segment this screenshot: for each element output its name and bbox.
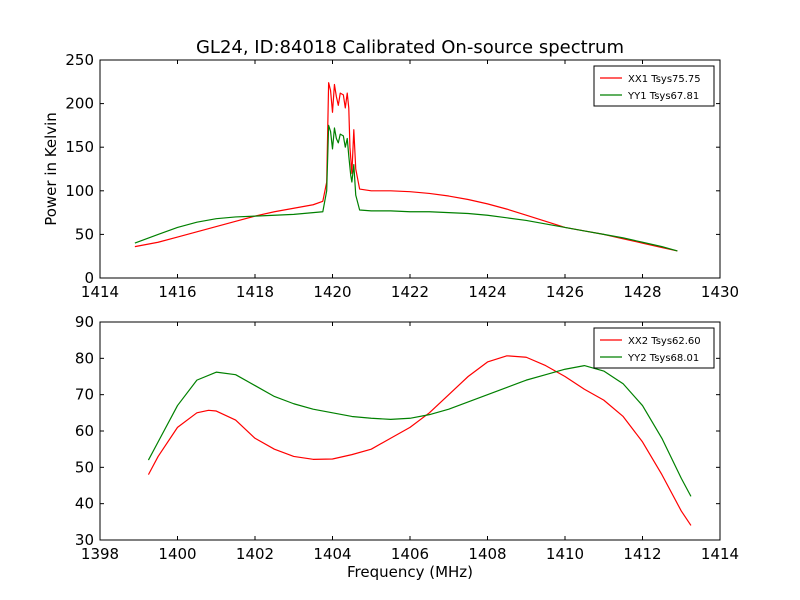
- y-tick-label: 80: [75, 349, 94, 367]
- legend-box: [593, 65, 715, 107]
- y-axis-label: Power in Kelvin: [42, 112, 60, 226]
- chart-2: 1398 1400 1402 1404 1406 1408 1410 1412 1414 30 40…: [75, 313, 739, 581]
- x-tick-label: 1418: [236, 283, 274, 301]
- x-tick-label: 1414: [81, 283, 119, 301]
- chart-1: 1414 1416 1418 1420 1422 1424 1426 1428 1430 0 50 1…: [42, 37, 739, 301]
- y-tick-label: 70: [75, 386, 94, 404]
- y-tick-label: 90: [75, 313, 94, 331]
- series-line-1: [134, 82, 678, 252]
- legend-label: YY2 Tsys68.01: [627, 353, 699, 364]
- series-line-1: [147, 355, 692, 526]
- x-tick-label: 1428: [623, 283, 661, 301]
- x-tick-label: 1422: [391, 283, 429, 301]
- y-tick-label: 250: [65, 51, 94, 69]
- series-line-2: [134, 124, 678, 252]
- legend-label: YY1 Tsys67.81: [627, 91, 699, 102]
- y-tick-label: 60: [75, 422, 94, 440]
- y-tick-label: 200: [65, 95, 94, 113]
- x-tick-label: 1406: [391, 545, 429, 563]
- x-tick-label: 1416: [158, 283, 196, 301]
- y-tick-label: 30: [75, 531, 94, 549]
- y-tick-label: 0: [84, 269, 94, 287]
- series-line-2: [147, 365, 692, 497]
- x-tick-label: 1398: [81, 545, 119, 563]
- legend-label: XX2 Tsys62.60: [628, 336, 701, 347]
- x-tick-label: 1402: [236, 545, 274, 563]
- x-tick-label: 1426: [546, 283, 584, 301]
- x-tick-label: 1430: [701, 283, 739, 301]
- x-tick-label: 1414: [701, 545, 739, 563]
- y-tick-label: 50: [75, 225, 94, 243]
- x-axis-label: Frequency (MHz): [347, 563, 473, 581]
- x-tick-label: 1400: [158, 545, 196, 563]
- legend: XX1 Tsys75.75 YY1 Tsys67.81: [593, 65, 715, 107]
- chart-title: GL24, ID:84018 Calibrated On-source spec…: [196, 37, 624, 58]
- x-tick-label: 1424: [468, 283, 506, 301]
- x-tick-label: 1412: [623, 545, 661, 563]
- x-tick-label: 1420: [313, 283, 351, 301]
- x-tick-label: 1404: [313, 545, 351, 563]
- charts-group: 1414 1416 1418 1420 1422 1424 1426 1428 14300501…: [42, 37, 739, 581]
- x-tick-label: 1408: [468, 545, 506, 563]
- y-tick-label: 150: [65, 138, 94, 156]
- legend-label: XX1 Tsys75.75: [628, 74, 701, 85]
- y-tick-label: 50: [75, 458, 94, 476]
- y-tick-label: 100: [65, 182, 94, 200]
- legend: XX2 Tsys62.60 YY2 Tsys68.01: [593, 327, 715, 369]
- x-tick-label: 1410: [546, 545, 584, 563]
- legend-box: [593, 327, 715, 369]
- y-tick-label: 40: [75, 495, 94, 513]
